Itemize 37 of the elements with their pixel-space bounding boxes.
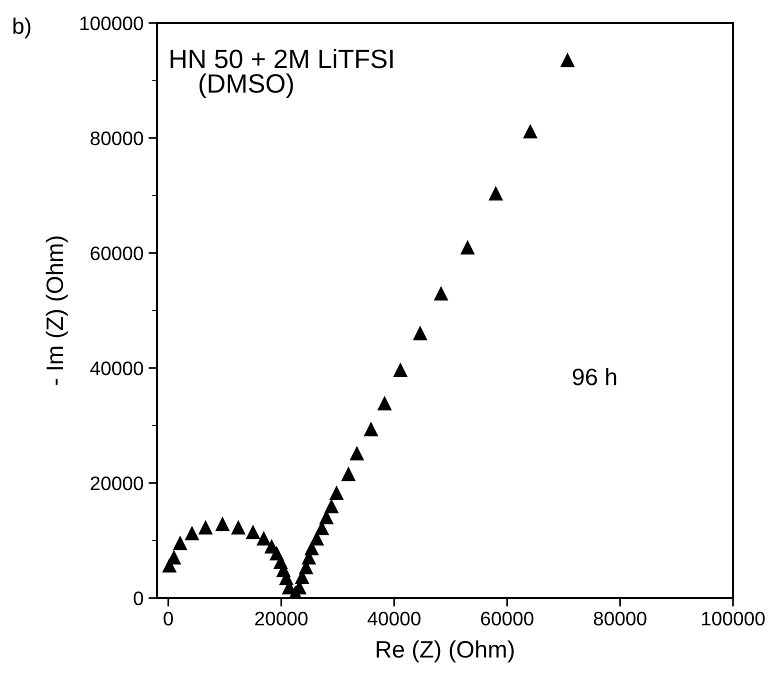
y-tick-label: 60000 bbox=[90, 246, 144, 260]
y-tick-label: 100000 bbox=[80, 16, 144, 30]
point bbox=[522, 124, 538, 138]
point bbox=[460, 240, 475, 255]
point bbox=[434, 286, 448, 301]
point bbox=[377, 396, 392, 410]
point bbox=[412, 326, 428, 340]
x-tick-label: 0 bbox=[164, 612, 173, 626]
point bbox=[324, 498, 339, 514]
point bbox=[184, 526, 200, 540]
x-tick-label: 100000 bbox=[702, 612, 765, 626]
point bbox=[341, 466, 356, 482]
point bbox=[198, 520, 213, 535]
point bbox=[488, 186, 504, 200]
point bbox=[350, 446, 364, 460]
point bbox=[256, 530, 272, 546]
point bbox=[329, 485, 344, 500]
point bbox=[231, 520, 246, 535]
point bbox=[560, 52, 575, 68]
x-tick-label: 80000 bbox=[594, 612, 646, 626]
annotation: 96 h bbox=[572, 368, 616, 386]
y-axis-title: - Im (Z) (Ohm) bbox=[46, 236, 68, 385]
y-tick-label: 20000 bbox=[90, 476, 144, 490]
y-tick-label: 80000 bbox=[90, 131, 144, 146]
x-tick-label: 20000 bbox=[255, 612, 308, 626]
point bbox=[364, 422, 378, 436]
point bbox=[172, 536, 188, 550]
x-axis-title: Re (Z) (Ohm) bbox=[376, 640, 514, 662]
point bbox=[246, 524, 260, 540]
y-tick-label: 40000 bbox=[90, 361, 144, 376]
point bbox=[393, 362, 408, 378]
point bbox=[215, 516, 230, 532]
text: b) bbox=[13, 18, 30, 38]
y-tick-label: 0 bbox=[134, 591, 144, 606]
x-tick-label: 40000 bbox=[368, 612, 420, 626]
annotation: HN 50 + 2M LiTFSI (DMSO) bbox=[170, 48, 393, 98]
x-tick-label: 60000 bbox=[481, 612, 534, 626]
